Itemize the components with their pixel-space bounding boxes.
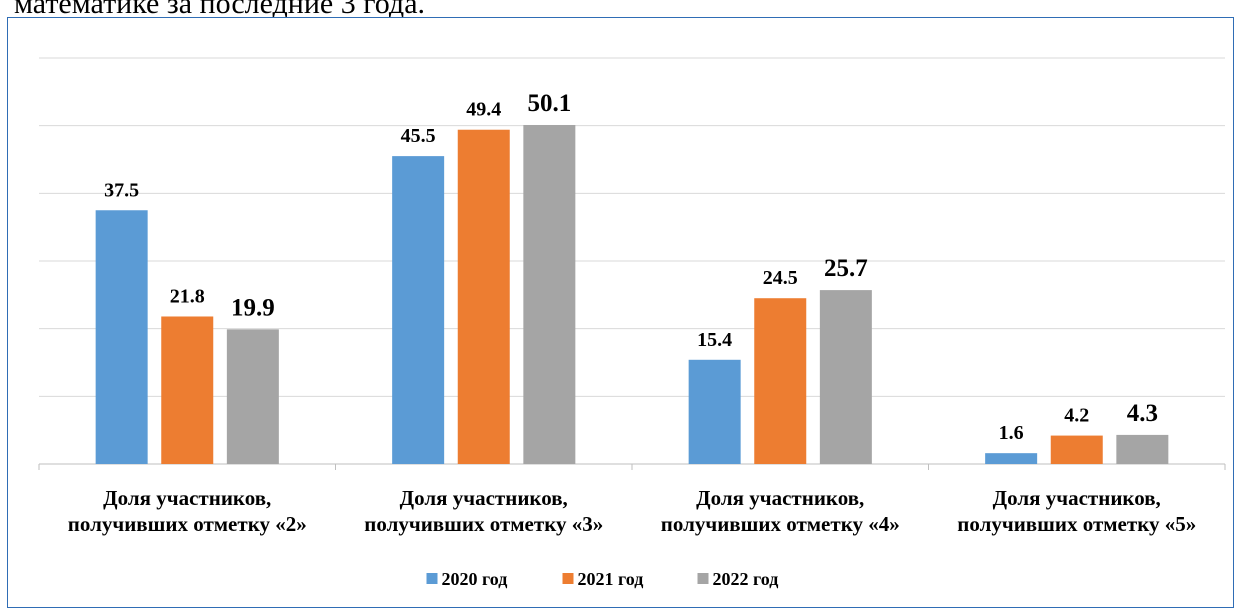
x-tick-label: Доля участников, получивших отметку «4»	[661, 486, 900, 536]
data-label: 37.5	[104, 179, 139, 201]
bar	[392, 156, 445, 464]
bar	[1050, 435, 1103, 464]
bar	[985, 453, 1038, 464]
x-tick-label-line: получивших отметку «3»	[364, 512, 603, 536]
x-tick-label-line: Доля участников,	[696, 486, 864, 510]
legend-swatch	[697, 573, 709, 584]
bar	[226, 329, 279, 464]
chart-frame: 37.5 21.8 19.9 Доля участников, получивших о…	[7, 17, 1234, 608]
legend-swatch	[426, 573, 438, 584]
x-tick-label-line: получивших отметку «5»	[957, 512, 1196, 536]
x-tick-label: Доля участников, получивших отметку «3»	[364, 486, 603, 536]
bar	[523, 124, 576, 465]
legend-label: 2020 год	[442, 569, 508, 589]
x-tick-label-line: Доля участников,	[400, 486, 568, 510]
data-label: 50.1	[527, 90, 571, 117]
data-label: 25.7	[824, 255, 868, 282]
legend-label: 2021 год	[578, 569, 644, 589]
data-label: 1.6	[999, 422, 1024, 444]
data-label: 21.8	[170, 285, 205, 307]
x-tick-label: Доля участников, получивших отметку «5»	[957, 486, 1196, 536]
x-tick-label-line: получивших отметку «2»	[68, 512, 307, 536]
x-tick-label-line: получивших отметку «4»	[661, 512, 900, 536]
bar	[688, 359, 741, 464]
data-label: 19.9	[231, 294, 275, 321]
data-label: 4.3	[1127, 400, 1158, 427]
data-label: 15.4	[697, 329, 732, 351]
data-label: 24.5	[763, 267, 798, 289]
bar	[754, 298, 807, 464]
bar	[1116, 434, 1169, 464]
x-tick-label: Доля участников, получивших отметку «2»	[68, 486, 307, 536]
bar	[819, 290, 872, 464]
data-label: 49.4	[466, 99, 501, 121]
x-tick-label-line: Доля участников,	[993, 486, 1161, 510]
bar	[161, 316, 214, 464]
legend-label: 2022 год	[713, 569, 779, 589]
data-label: 4.2	[1064, 405, 1089, 427]
bar	[457, 129, 510, 464]
legend-swatch	[562, 573, 574, 584]
page-caption: математике за последние 3 года.	[14, 0, 426, 20]
bar	[95, 210, 148, 464]
data-label: 45.5	[401, 125, 436, 147]
x-tick-label-line: Доля участников,	[103, 486, 271, 510]
